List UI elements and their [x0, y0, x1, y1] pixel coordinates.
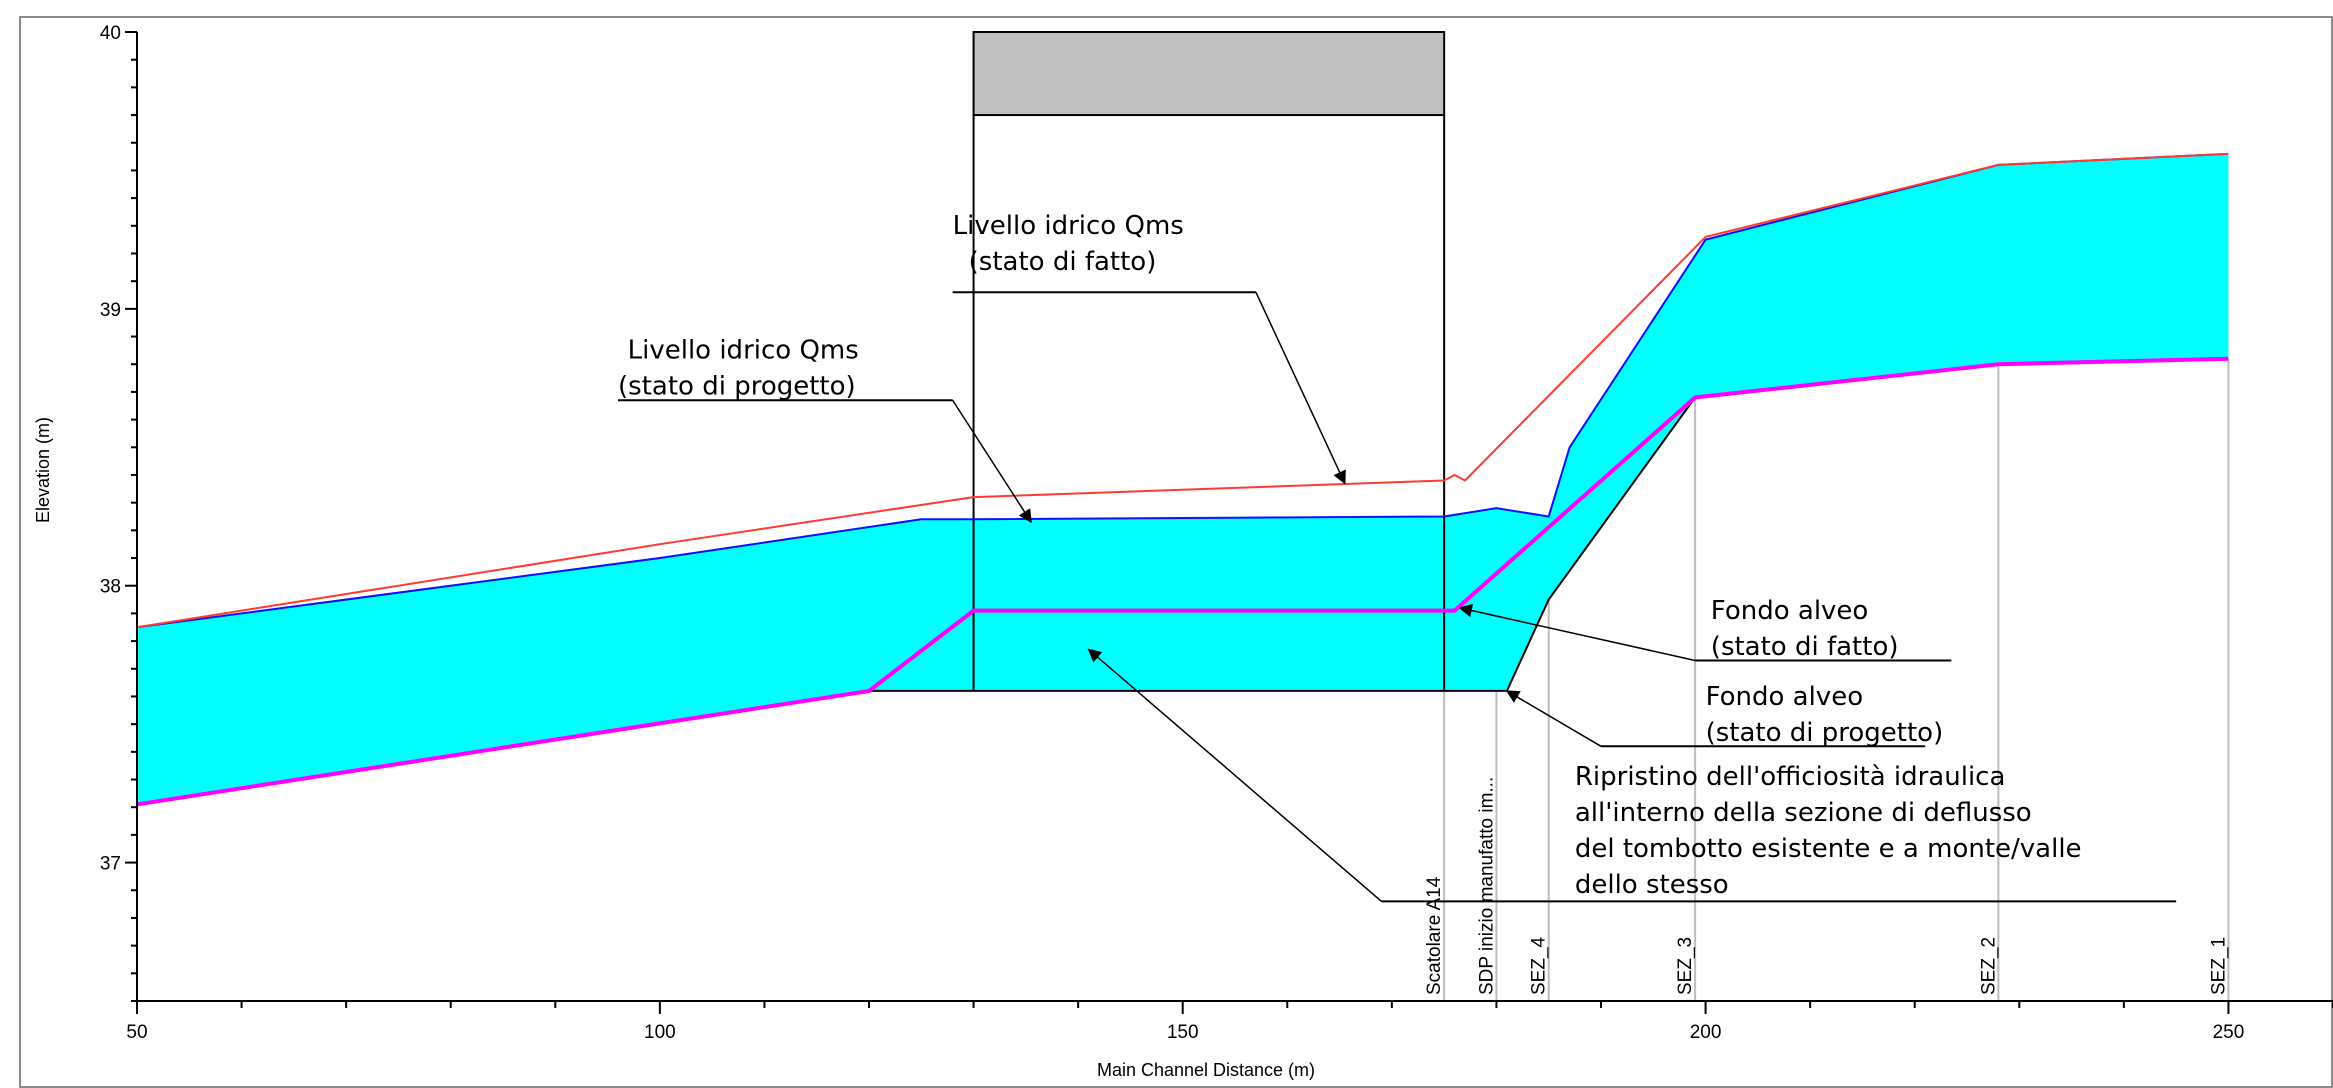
annotation-text: Livello idrico Qms [953, 211, 1184, 241]
x-tick-label: 150 [1167, 1022, 1199, 1043]
wse-project-line [136, 152, 2229, 629]
annotation-text: Fondo alveo [1711, 596, 1869, 626]
y-tick-label: 40 [100, 23, 121, 44]
wse-existing-line [136, 152, 2229, 629]
annotation-arrow [952, 399, 1032, 524]
x-tick-label: 200 [1690, 1022, 1722, 1043]
annotation-text: (stato di progetto) [618, 372, 856, 402]
annotation-text: (stato di progetto) [1706, 718, 1944, 748]
section-label: Scatolare A14 [1424, 876, 1445, 995]
y-axis-title: Elevation (m) [33, 417, 53, 523]
annotation-arrow [1505, 690, 1602, 747]
annotation-text: (stato di fatto) [969, 247, 1157, 277]
y-tick-label: 39 [100, 300, 121, 321]
x-tick-label: 250 [2213, 1022, 2245, 1043]
annotation-text: Ripristino dell'officiosità idraulica [1575, 762, 2006, 792]
annotation-arrow [1087, 648, 1382, 902]
section-label: SEZ_2 [1978, 937, 1999, 995]
culvert-deck [972, 31, 1446, 117]
bed-existing-line [136, 356, 2229, 807]
x-axis-title: Main Channel Distance (m) [1097, 1060, 1315, 1080]
annotation-arrow [1458, 603, 1696, 662]
annotation-text: all'interno della sezione di deflusso [1575, 798, 2032, 828]
x-tick-label: 100 [644, 1022, 676, 1043]
annotation-text: del tombotto esistente e a monte/valle [1575, 834, 2082, 864]
section-label: SEZ_4 [1529, 936, 1550, 995]
y-tick-label: 37 [100, 854, 121, 875]
annotation-arrow [1255, 291, 1346, 485]
section-label: SDP inizio manufatto im... [1476, 777, 1497, 995]
section-label: SEZ_1 [2208, 937, 2229, 995]
x-tick-label: 50 [126, 1022, 147, 1043]
annotation-text: dello stesso [1575, 870, 1729, 900]
annotation-text: Livello idrico Qms [628, 336, 859, 366]
annotation-text: Fondo alveo [1706, 682, 1864, 712]
y-tick-label: 38 [100, 577, 121, 598]
annotation-text: (stato di fatto) [1711, 632, 1899, 662]
water-area [137, 153, 2229, 805]
section-label: SEZ_3 [1675, 937, 1696, 995]
